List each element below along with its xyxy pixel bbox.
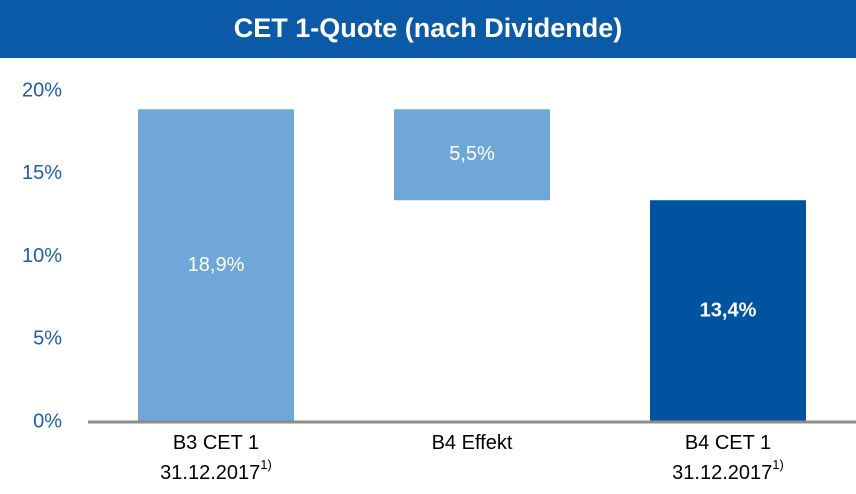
x-tick-label-line: B4 CET 1 — [685, 432, 771, 454]
chart-title: CET 1-Quote (nach Dividende) — [234, 13, 623, 43]
x-tick-label-line: B4 Effekt — [432, 432, 513, 454]
value-label: 5,5% — [449, 143, 495, 165]
x-tick-label: B4 Effekt — [432, 432, 513, 454]
x-tick-label-line: 31.12.2017 — [160, 462, 260, 484]
x-tick-label: B3 CET 1 — [173, 432, 259, 454]
y-tick-label: 5% — [33, 328, 62, 350]
footnote-mark: 1) — [260, 457, 272, 472]
y-tick-label: 10% — [22, 245, 62, 267]
y-tick-label: 20% — [22, 79, 62, 101]
x-tick-label: 31.12.20171) — [672, 457, 784, 484]
value-label: 18,9% — [188, 254, 245, 276]
value-label: 13,4% — [700, 299, 757, 321]
bar — [650, 200, 806, 422]
x-tick-label: B4 CET 1 — [685, 432, 771, 454]
x-tick-label-line: 31.12.2017 — [672, 462, 772, 484]
title-bar — [0, 0, 856, 58]
bar — [138, 109, 294, 422]
x-tick-label: 31.12.20171) — [160, 457, 272, 484]
x-tick-label-line: B3 CET 1 — [173, 432, 259, 454]
bar — [394, 109, 550, 201]
y-tick-label: 0% — [33, 410, 62, 432]
y-tick-label: 15% — [22, 162, 62, 184]
footnote-mark: 1) — [772, 457, 784, 472]
